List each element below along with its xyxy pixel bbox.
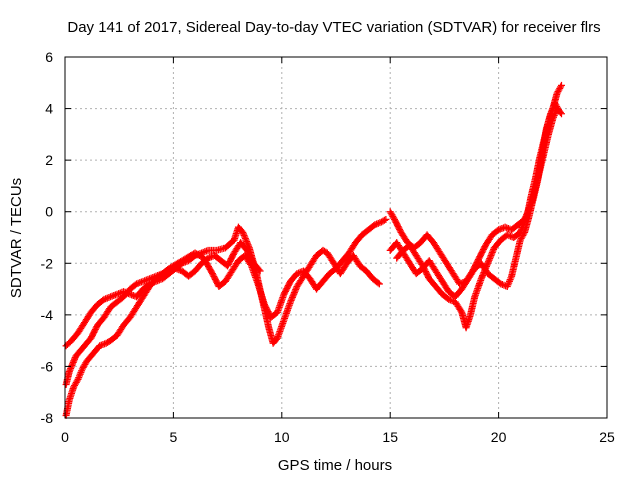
x-tick-label: 5	[170, 429, 178, 445]
data-point	[255, 266, 263, 274]
y-tick-label: -2	[41, 255, 54, 271]
chart-title: Day 141 of 2017, Sidereal Day-to-day VTE…	[67, 19, 600, 36]
series-track-e	[393, 81, 565, 332]
x-tick-label: 0	[61, 429, 69, 445]
series-track-b	[62, 215, 390, 388]
x-axis-label: GPS time / hours	[278, 457, 392, 474]
data-point	[290, 289, 298, 297]
data-point	[291, 287, 299, 295]
data-point	[68, 361, 76, 369]
data-point	[288, 295, 296, 303]
data-point	[239, 228, 247, 236]
series-track-f	[386, 99, 563, 301]
data-point	[520, 230, 528, 238]
data-point	[73, 377, 81, 385]
data-point	[487, 252, 495, 260]
data-point	[382, 215, 390, 223]
data-point	[488, 250, 496, 258]
x-tick-label: 15	[382, 429, 398, 445]
data-point	[292, 284, 300, 292]
data-point	[380, 216, 388, 224]
data-point	[555, 107, 563, 115]
data-point	[256, 267, 264, 275]
x-tick-label: 10	[274, 429, 290, 445]
data-point	[67, 363, 75, 371]
series-track-d	[386, 105, 565, 288]
series-track-c	[62, 239, 264, 350]
data-point	[375, 280, 383, 288]
data-point	[243, 238, 251, 246]
y-tick-label: -4	[41, 307, 54, 323]
x-tick-label: 20	[491, 429, 507, 445]
data-point	[242, 236, 250, 244]
data-point	[65, 368, 73, 376]
data-point	[240, 231, 248, 239]
data-point	[557, 83, 565, 91]
series-track-a	[62, 223, 383, 419]
data-point	[292, 286, 300, 294]
data-point	[489, 247, 497, 255]
y-tick-label: 0	[45, 204, 53, 220]
data-point	[286, 298, 294, 306]
data-point	[71, 355, 79, 363]
data-point	[554, 106, 562, 114]
data-point	[70, 357, 78, 365]
data-point	[479, 272, 487, 280]
y-tick-label: 6	[45, 49, 53, 65]
data-point	[374, 279, 382, 287]
plot-frame	[64, 56, 608, 419]
data-point	[557, 81, 565, 89]
data-point	[66, 366, 74, 374]
y-tick-label: 2	[45, 152, 53, 168]
data-point	[288, 293, 296, 301]
y-axis-label: SDTVAR / TECUs	[8, 178, 25, 298]
data-point	[484, 259, 492, 267]
data-point	[485, 256, 493, 264]
data-point	[287, 296, 295, 304]
data-point	[484, 258, 492, 266]
data-point	[241, 233, 249, 241]
data-point	[477, 275, 485, 283]
grid-lines	[65, 57, 607, 418]
axis-ticks: 0 5 10 15 20 25 -8 -6 -4 -2 0 2 4 6	[41, 49, 615, 445]
data-point	[457, 307, 465, 315]
data-point	[243, 239, 251, 247]
data-point	[478, 273, 486, 281]
data-point	[239, 230, 247, 238]
y-tick-label: -8	[41, 410, 54, 426]
data-point	[488, 248, 496, 256]
y-tick-label: 4	[45, 101, 53, 117]
x-tick-label: 25	[599, 429, 615, 445]
data-point	[69, 360, 77, 368]
data-point	[486, 255, 494, 263]
data-point	[69, 358, 77, 366]
data-point	[290, 290, 298, 298]
y-tick-label: -6	[41, 358, 54, 374]
data-points	[62, 81, 565, 419]
